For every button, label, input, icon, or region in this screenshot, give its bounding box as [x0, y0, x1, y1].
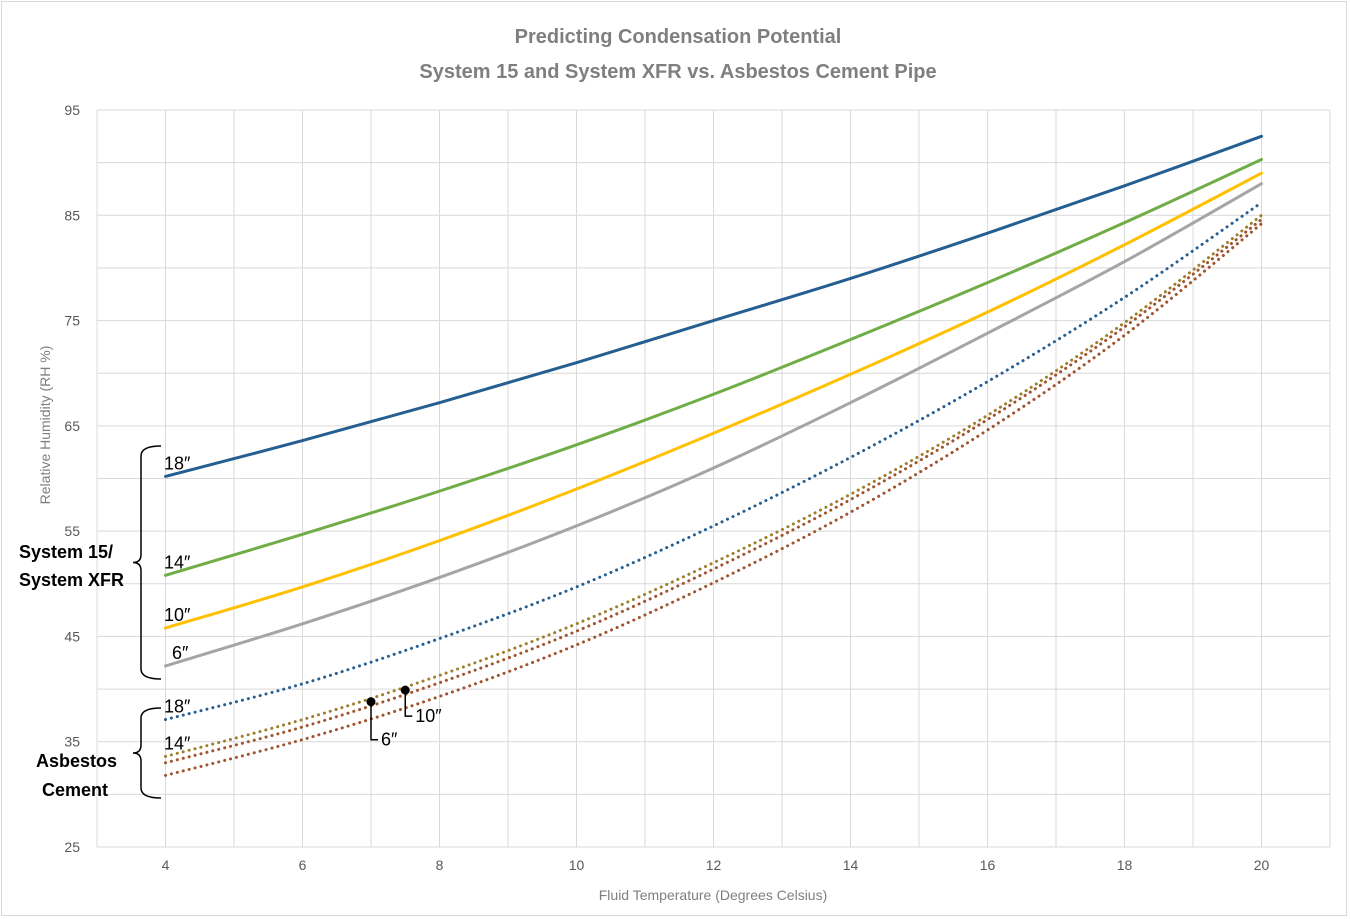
leader-line — [404, 690, 413, 717]
x-tick-label: 10 — [569, 857, 585, 873]
series-line — [164, 171, 1263, 630]
y-tick-label: 45 — [64, 628, 80, 644]
leader-line — [370, 701, 378, 741]
y-tick-label: 75 — [64, 313, 80, 329]
series-line — [164, 201, 1263, 722]
y-axis-ticks: 25 35 45 55 65 75 85 95 — [64, 102, 80, 855]
x-tick-label: 6 — [299, 857, 307, 873]
x-axis-title: Fluid Temperature (Degrees Celsius) — [599, 887, 828, 903]
chart-title: Predicting Condensation Potential — [515, 26, 842, 48]
marker-label: 10″ — [415, 706, 442, 726]
gridlines — [96, 109, 1331, 848]
series-lines: 18″ 14″ 10″ 6″ 18″ 14″ — [164, 134, 1263, 777]
group-label-asbestos: Asbestos — [36, 751, 117, 771]
series-size-label: 6″ — [172, 643, 189, 663]
series-line — [164, 157, 1263, 577]
x-tick-label: 8 — [436, 857, 444, 873]
y-tick-label: 35 — [64, 734, 80, 750]
annotations: 6″ 10″ System 15/System XFR Asbestos Cement — [19, 445, 442, 800]
series-size-label: 18″ — [164, 453, 191, 473]
y-axis-title: Relative Humidity (RH %) — [37, 346, 53, 505]
group-label-asbestos: Cement — [42, 780, 108, 800]
chart-subtitle: System 15 and System XFR vs. Asbestos Ce… — [419, 61, 936, 83]
marker-point — [400, 685, 410, 695]
group-label-system: System 15/ — [19, 542, 113, 562]
x-tick-label: 18 — [1117, 857, 1133, 873]
x-tick-label: 12 — [706, 857, 722, 873]
y-tick-label: 95 — [64, 102, 80, 118]
series-line — [164, 182, 1263, 668]
series-line — [164, 218, 1263, 765]
series-size-label: 14″ — [164, 552, 191, 572]
y-tick-label: 85 — [64, 207, 80, 223]
series-line — [164, 222, 1263, 777]
series-line — [164, 134, 1263, 478]
marker-label: 6″ — [381, 730, 398, 750]
x-tick-label: 4 — [162, 857, 170, 873]
series-size-label: 18″ — [164, 697, 191, 717]
group-label-system: System XFR — [19, 570, 124, 590]
x-tick-label: 14 — [843, 857, 859, 873]
y-tick-label: 55 — [64, 523, 80, 539]
group-brace — [132, 445, 162, 680]
series-size-label: 10″ — [164, 605, 191, 625]
x-axis-ticks: 4 6 8 10 12 14 16 18 20 — [162, 857, 1270, 873]
y-tick-label: 25 — [64, 839, 80, 855]
marker-point — [366, 697, 376, 707]
y-tick-label: 65 — [64, 418, 80, 434]
x-tick-label: 16 — [980, 857, 996, 873]
series-size-label: 14″ — [164, 733, 191, 753]
group-brace — [132, 707, 162, 799]
x-tick-label: 20 — [1254, 857, 1270, 873]
